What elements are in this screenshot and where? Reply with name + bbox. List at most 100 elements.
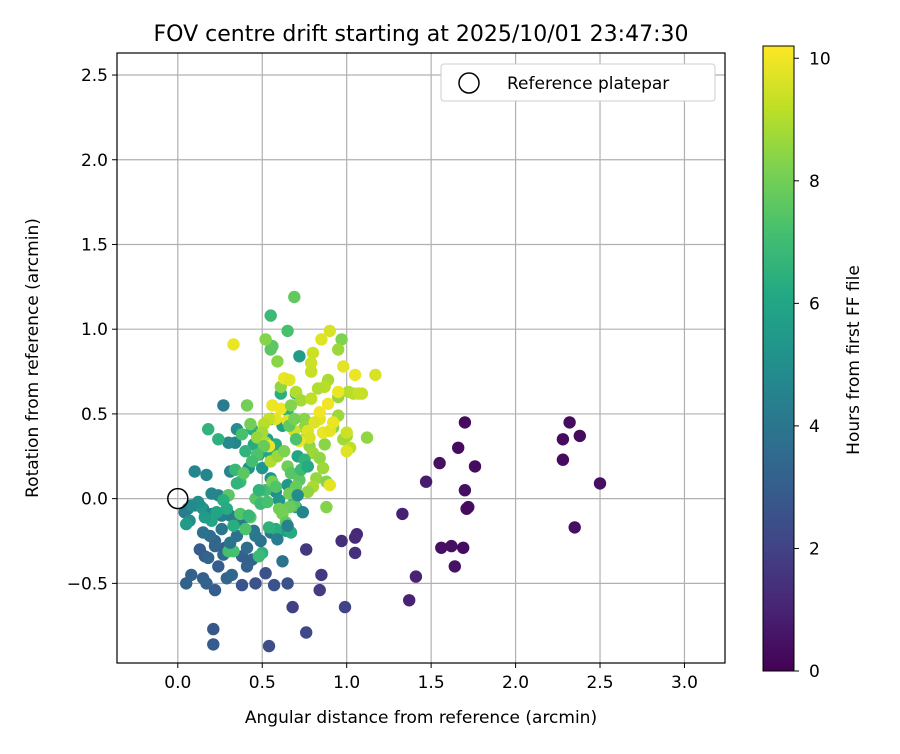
data-point <box>305 392 318 405</box>
data-point <box>252 550 266 563</box>
data-point <box>305 356 318 370</box>
x-tick-label: 2.5 <box>586 673 613 693</box>
data-point <box>269 480 282 493</box>
data-point <box>468 460 482 473</box>
data-point <box>335 534 348 548</box>
data-point <box>294 394 308 407</box>
plot-frame <box>116 52 726 664</box>
data-point <box>281 519 294 532</box>
grid <box>117 53 725 663</box>
data-point <box>212 433 225 446</box>
data-point <box>340 445 353 458</box>
data-point <box>239 522 252 536</box>
data-point <box>369 368 382 382</box>
x-tick-label: 0.0 <box>164 673 191 693</box>
data-point <box>237 467 250 480</box>
data-point <box>300 626 313 639</box>
data-point <box>568 521 581 534</box>
data-point <box>264 309 277 322</box>
y-axis-label: Rotation from reference (arcmin) <box>23 218 43 498</box>
data-point <box>202 551 215 565</box>
data-point <box>316 461 330 475</box>
data-point <box>252 484 266 497</box>
data-point <box>460 502 473 515</box>
data-point <box>239 445 252 458</box>
data-point <box>293 350 306 363</box>
data-point <box>332 385 345 399</box>
data-point <box>448 560 461 573</box>
data-point <box>409 570 423 583</box>
data-point <box>240 541 254 554</box>
x-axis-label: Angular distance from reference (arcmin) <box>245 708 597 728</box>
data-point <box>348 531 362 544</box>
data-point <box>222 436 235 449</box>
y-tick-label: 0.0 <box>81 490 108 510</box>
legend-marker <box>458 72 480 94</box>
colorbar-tick-label: 2 <box>809 539 820 559</box>
y-tick-label: −0.5 <box>67 574 108 594</box>
data-point <box>291 489 304 502</box>
data-point <box>313 583 326 597</box>
data-point <box>305 365 318 378</box>
data-point <box>272 494 286 507</box>
data-point <box>235 428 249 441</box>
y-tick-label: 0.5 <box>81 405 108 425</box>
data-point <box>284 399 298 412</box>
data-point <box>338 600 352 614</box>
data-point <box>266 399 279 412</box>
data-point <box>320 500 333 514</box>
data-point <box>452 441 465 454</box>
data-point <box>433 456 446 470</box>
data-point <box>556 433 570 446</box>
data-point <box>355 387 369 400</box>
data-point <box>281 324 294 338</box>
data-point <box>245 455 259 468</box>
data-point <box>224 536 237 549</box>
y-tick-label: 2.0 <box>81 151 108 171</box>
data-point <box>198 511 211 524</box>
data-point <box>301 460 314 473</box>
data-point <box>313 406 326 419</box>
x-tick-label: 1.5 <box>418 673 445 693</box>
data-point <box>288 412 301 426</box>
x-tick-label: 3.0 <box>671 673 698 693</box>
data-point <box>435 541 448 554</box>
data-point <box>327 416 340 429</box>
data-point <box>573 429 586 443</box>
data-point <box>337 360 350 373</box>
data-point <box>348 368 362 382</box>
x-tick-label: 2.0 <box>502 673 529 693</box>
chart-title: FOV centre drift starting at 2025/10/01 … <box>154 22 689 47</box>
data-point <box>458 484 472 497</box>
colorbar-tick-label: 10 <box>809 49 831 69</box>
data-point <box>311 382 325 395</box>
data-point <box>202 423 215 436</box>
data-point <box>313 451 326 465</box>
data-point <box>360 431 374 444</box>
data-point <box>458 416 472 429</box>
data-point <box>563 416 576 429</box>
legend-entry: Reference platepar <box>507 74 669 94</box>
data-point <box>284 467 298 480</box>
data-point <box>220 502 233 515</box>
data-point <box>419 475 433 488</box>
colorbar-label: Hours from first FF file <box>844 265 864 455</box>
data-point <box>271 355 284 368</box>
data-point <box>281 577 294 590</box>
data-point <box>318 438 331 451</box>
data-point <box>227 338 240 351</box>
data-point <box>323 478 336 492</box>
data-point <box>208 583 222 597</box>
x-tick-label: 1.0 <box>333 673 360 693</box>
data-point <box>283 373 296 387</box>
data-point <box>267 578 281 592</box>
data-point <box>180 517 193 531</box>
data-point <box>315 568 328 582</box>
data-point <box>180 577 193 590</box>
data-point <box>225 568 238 582</box>
legend-box <box>440 63 716 102</box>
data-point <box>278 445 291 458</box>
data-point <box>240 399 254 412</box>
